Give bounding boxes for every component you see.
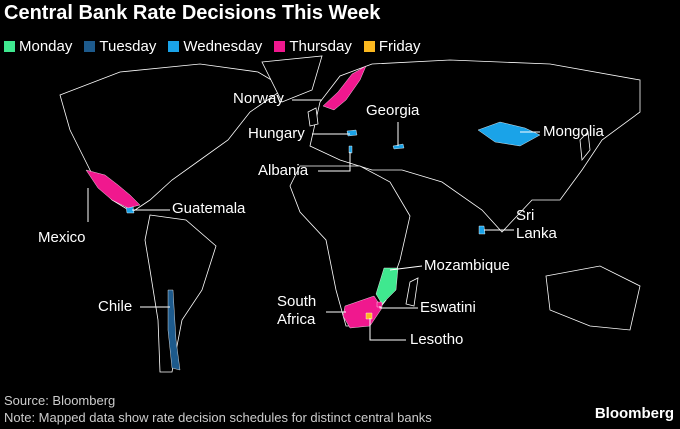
south-america <box>144 214 217 373</box>
country-shape <box>365 312 373 320</box>
legend-swatch <box>274 41 286 52</box>
legend-item: Thursday <box>274 38 352 55</box>
country-label: South Africa <box>277 293 317 328</box>
country-label: Norway <box>233 90 284 107</box>
country-shape <box>167 289 181 371</box>
eurasia <box>309 59 641 233</box>
country-label: Mozambique <box>424 257 510 274</box>
legend-label: Thursday <box>289 38 352 55</box>
legend-item: Friday <box>363 38 421 55</box>
australia <box>545 265 641 331</box>
legend-label: Tuesday <box>99 38 157 55</box>
legend-item: Tuesday <box>84 38 156 55</box>
source: Source: Bloomberg <box>4 393 116 408</box>
country-shape <box>376 301 383 308</box>
country-label: Mongolia <box>543 123 604 140</box>
country-shape <box>478 225 486 235</box>
country-label: Georgia <box>366 102 420 119</box>
country-shape <box>322 65 367 111</box>
note: Note: Mapped data show rate decision sch… <box>4 410 432 425</box>
leader-line <box>389 265 423 271</box>
legend-label: Friday <box>378 38 421 55</box>
country-label: Albania <box>258 162 309 179</box>
country-label: Sri Lanka <box>516 207 557 242</box>
country-shape <box>85 169 141 209</box>
country-shape <box>477 121 541 147</box>
legend-swatch <box>363 41 375 52</box>
legend: Monday Tuesday Wednesday Thursday Friday <box>4 38 421 55</box>
legend-swatch <box>84 41 96 52</box>
country-label: Chile <box>98 298 133 315</box>
leader-lines <box>87 99 540 341</box>
greenland <box>261 55 323 103</box>
legend-label: Monday <box>19 38 73 55</box>
country-shape <box>348 145 353 154</box>
country-shape <box>346 129 358 137</box>
country-label: Mexico <box>38 229 86 246</box>
legend-item: Wednesday <box>168 38 262 55</box>
legend-item: Monday <box>4 38 72 55</box>
country-label: Guatemala <box>172 200 246 217</box>
japan <box>579 131 591 162</box>
legend-swatch <box>4 41 15 52</box>
country-label: Lesotho <box>410 331 464 348</box>
madagascar <box>405 277 419 307</box>
legend-label: Wednesday <box>183 38 263 55</box>
country-shape <box>392 143 405 150</box>
leader-line <box>318 152 351 172</box>
country-label: Hungary <box>248 125 305 142</box>
country-shape <box>375 267 399 305</box>
brand: Bloomberg <box>594 405 674 422</box>
leader-line <box>369 318 406 341</box>
legend-swatch <box>168 41 180 52</box>
landmasses <box>59 55 641 373</box>
leader-line <box>379 306 418 309</box>
uk <box>307 107 319 127</box>
country-label: Eswatini <box>420 299 476 316</box>
title: Central Bank Rate Decisions This Week <box>4 2 381 24</box>
